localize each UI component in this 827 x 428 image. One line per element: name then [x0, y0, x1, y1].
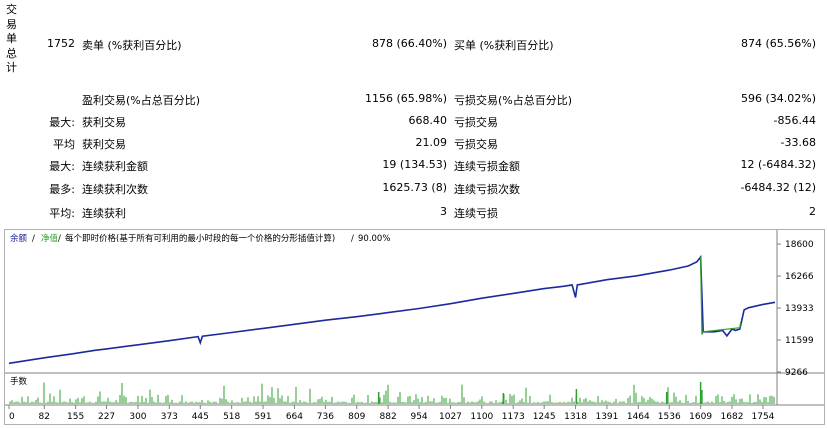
- stats-right-value: 2: [809, 205, 816, 218]
- buy-trades-label: 买单 (%获利百分比): [454, 39, 554, 52]
- series-lines: [8, 254, 776, 365]
- y-axis-ticks: 18600 16266 13933 11599 9266: [777, 240, 814, 378]
- stats-left-label: 获利交易: [82, 138, 126, 151]
- x-tick-label: 1682: [721, 412, 744, 422]
- chart-header: 余额 / 净值 / 每个即时价格(基于所有可利用的最小时段的每一个价格的分形插值…: [10, 233, 390, 244]
- stats-right-value: -6484.32 (12): [740, 181, 816, 194]
- vertical-char: 计: [6, 61, 17, 74]
- x-tick-label: 736: [317, 412, 334, 422]
- stats-right-label: 亏损交易: [454, 116, 498, 129]
- equity-line: [700, 257, 742, 335]
- legend-separator: /: [351, 234, 354, 244]
- legend-separator: /: [58, 234, 61, 244]
- stats-right-label: 连续亏损金额: [454, 160, 520, 173]
- balance-line: [8, 254, 776, 365]
- sell-trades-label: 卖单 (%获利百分比): [82, 39, 182, 52]
- x-tick-label: 1754: [752, 412, 775, 422]
- x-tick-label: 0: [9, 412, 15, 422]
- y-tick-label: 18600: [785, 240, 814, 250]
- stats-right-value: -856.44: [773, 114, 816, 127]
- trade-summary-vertical-label: 交 易 单 总 计: [6, 3, 18, 76]
- x-tick-label: 1173: [502, 412, 525, 422]
- stats-prefix: 最多:: [49, 183, 75, 196]
- stats-left-label: 获利交易: [82, 116, 126, 129]
- total-trades-value: 1752: [47, 37, 75, 50]
- stats-prefix: 平均: [53, 138, 75, 151]
- x-tick-label: 227: [98, 412, 115, 422]
- legend-separator: /: [32, 234, 35, 244]
- profit-trades-label: 盈利交易(%占总百分比): [82, 94, 201, 107]
- stats-left-value: 19 (134.53): [382, 158, 447, 171]
- stats-prefix: 平均:: [49, 207, 75, 220]
- x-tick-label: 155: [67, 412, 84, 422]
- x-tick-label: 1245: [533, 412, 556, 422]
- loss-trades-label: 亏损交易(%占总百分比): [454, 94, 573, 107]
- balance-legend-label: 余额: [10, 233, 28, 244]
- y-tick-label: 11599: [785, 336, 814, 346]
- loss-trades-value: 596 (34.02%): [740, 92, 816, 105]
- stats-right-label: 连续亏损次数: [454, 183, 520, 196]
- x-tick-label: 1464: [627, 412, 650, 422]
- sell-trades-value: 878 (66.40%): [371, 37, 447, 50]
- stats-left-value: 21.09: [415, 136, 448, 149]
- stats-left-value: 1625.73 (8): [382, 181, 447, 194]
- equity-legend-label: 净值: [41, 233, 59, 244]
- y-tick-label: 16266: [785, 272, 814, 282]
- vertical-char: 单: [6, 32, 17, 45]
- stats-right-value: -33.68: [780, 136, 816, 149]
- vertical-char: 交: [6, 3, 17, 16]
- stats-left-label: 连续获利次数: [82, 183, 148, 196]
- modelling-quality: 90.00%: [358, 234, 390, 244]
- x-tick-label: 591: [254, 412, 271, 422]
- vertical-char: 总: [6, 46, 17, 60]
- balance-chart: 余额 / 净值 / 每个即时价格(基于所有可利用的最小时段的每一个价格的分形插值…: [5, 230, 824, 422]
- x-tick-label: 1609: [689, 412, 712, 422]
- stats-prefix: 最大:: [49, 116, 75, 129]
- x-tick-label: 373: [161, 412, 178, 422]
- stats-left-label: 连续获利: [82, 207, 126, 220]
- buy-trades-value: 874 (65.56%): [740, 37, 816, 50]
- x-tick-label: 1536: [658, 412, 681, 422]
- model-description: 每个即时价格(基于所有可利用的最小时段的每一个价格的分形插值计算): [65, 233, 335, 244]
- stats-right-value: 12 (-6484.32): [740, 158, 816, 171]
- volume-label: 手数: [10, 376, 28, 387]
- y-tick-label: 13933: [785, 304, 814, 314]
- balance-chart-panel[interactable]: 余额 / 净值 / 每个即时价格(基于所有可利用的最小时段的每一个价格的分形插值…: [4, 229, 825, 425]
- stats-prefix: 最大:: [49, 160, 75, 173]
- x-tick-label: 1100: [470, 412, 493, 422]
- x-tick-label: 300: [129, 412, 146, 422]
- y-tick-label: 9266: [785, 368, 808, 378]
- x-tick-label: 1027: [439, 412, 462, 422]
- x-axis-ticks: 0 82 155 227 300 373 445 518 591 664 736 809 882 954 1…: [8, 405, 775, 422]
- stats-right-label: 连续亏损: [454, 207, 498, 220]
- stats-left-label: 连续获利金额: [82, 160, 148, 173]
- profit-trades-value: 1156 (65.98%): [364, 92, 447, 105]
- x-tick-label: 882: [380, 412, 397, 422]
- stats-left-value: 668.40: [408, 114, 448, 127]
- x-tick-label: 809: [348, 412, 365, 422]
- x-tick-label: 1318: [564, 412, 587, 422]
- stats-right-label: 亏损交易: [454, 138, 498, 151]
- vertical-char: 易: [6, 17, 17, 31]
- x-tick-label: 1391: [595, 412, 618, 422]
- volume-bars: [9, 382, 775, 404]
- x-tick-label: 82: [39, 412, 50, 422]
- x-tick-label: 664: [286, 412, 303, 422]
- stats-left-value: 3: [440, 205, 447, 218]
- x-tick-label: 518: [223, 412, 240, 422]
- x-tick-label: 954: [410, 412, 427, 422]
- x-tick-label: 445: [192, 412, 209, 422]
